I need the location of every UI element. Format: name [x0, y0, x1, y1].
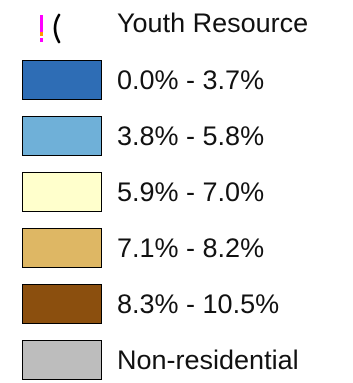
legend-item-youth-resource: Youth Resource	[0, 0, 353, 50]
legend-label-non-residential: Non-residential	[117, 345, 299, 375]
legend-swatch-class-5	[22, 284, 102, 324]
legend-swatch-class-1	[22, 60, 102, 100]
legend-item-class-3: 5.9% - 7.0%	[0, 170, 353, 220]
youth-resource-icon	[40, 13, 61, 44]
legend-label-class-1: 0.0% - 3.7%	[117, 65, 265, 95]
legend-label-class-3: 5.9% - 7.0%	[117, 177, 265, 207]
legend-label-youth-resource: Youth Resource	[117, 8, 309, 38]
legend-swatch-class-2	[22, 116, 102, 156]
legend-swatch-non-residential	[22, 340, 102, 380]
legend-item-class-1: 0.0% - 3.7%	[0, 58, 353, 108]
legend-item-class-4: 7.1% - 8.2%	[0, 226, 353, 276]
legend-item-class-5: 8.3% - 10.5%	[0, 282, 353, 332]
legend-item-class-2: 3.8% - 5.8%	[0, 114, 353, 164]
legend-swatch-class-3	[22, 172, 102, 212]
legend-swatch-class-4	[22, 228, 102, 268]
legend-label-class-4: 7.1% - 8.2%	[117, 233, 265, 263]
legend-label-class-2: 3.8% - 5.8%	[117, 121, 265, 151]
legend-item-non-residential: Non-residential	[0, 338, 353, 383]
legend-label-class-5: 8.3% - 10.5%	[117, 289, 280, 319]
